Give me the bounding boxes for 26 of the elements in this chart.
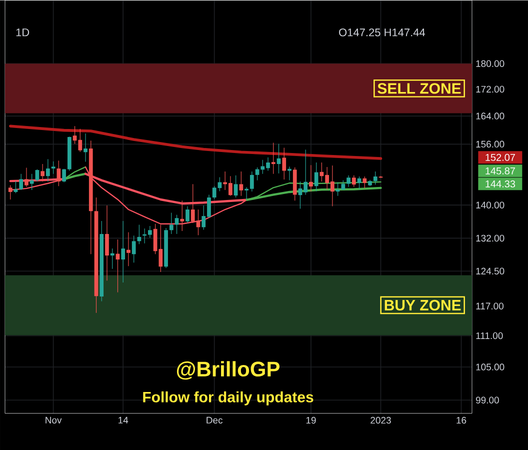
x-tick-label: 2023 [370,416,391,424]
y-tick-label: 117.00 [476,302,504,310]
band-label: SELL ZONE [378,82,461,94]
text: 152.07 [486,154,515,161]
band-label: BUY ZONE [384,300,461,310]
x-tick-label: 16 [456,416,466,424]
y-tick-label: 105.00 [476,363,504,370]
annotation: Follow for daily updates [143,391,314,406]
y-tick-label: 124.50 [476,268,504,274]
x-tick-label: Dec [206,416,223,424]
y-tick-label: 172.00 [476,86,504,92]
y-tick-label: 180.00 [476,60,504,67]
x-tick-label: 19 [306,416,316,424]
x-tick-label: Nov [46,416,62,424]
y-tick-label: 164.00 [476,112,504,120]
y-tick-label: 111.00 [476,332,503,339]
annotation: @BrilloGP [176,360,280,380]
y-tick-label: 99.00 [476,396,499,404]
y-tick-label: 132.00 [476,234,504,242]
annotation: O147.25 H147.44 [339,28,426,36]
y-tick-label: 156.00 [476,140,504,148]
x-tick-label: 14 [118,416,128,424]
y-tick-label: 140.00 [476,202,504,208]
text: 145.87 [486,167,515,174]
text: 144.33 [486,180,516,188]
text: 1D [16,28,30,36]
